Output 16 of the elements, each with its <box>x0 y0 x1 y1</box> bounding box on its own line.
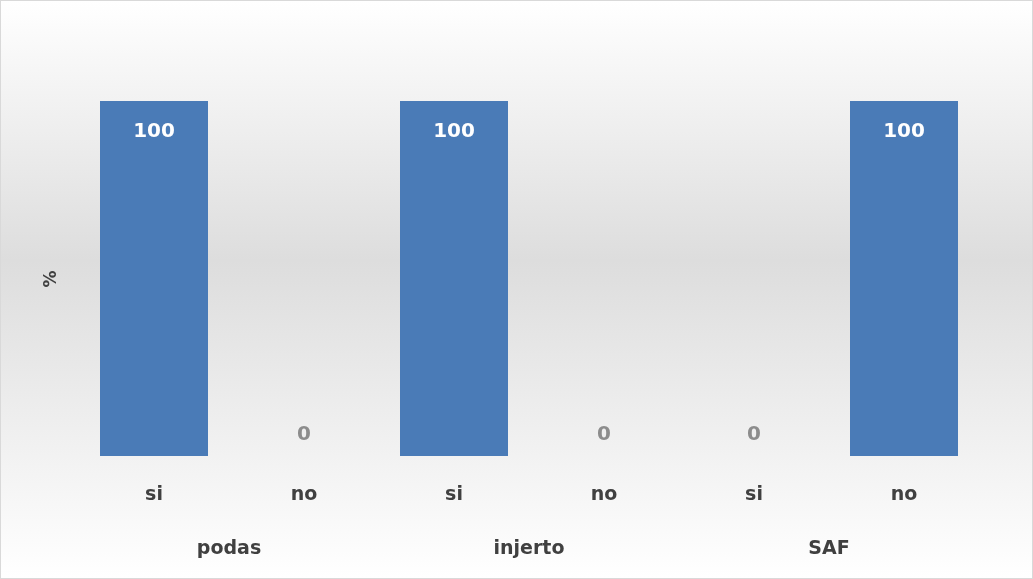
text: podas <box>196 536 262 558</box>
data-label: 0 <box>297 421 311 445</box>
x-tick-label: no <box>290 481 318 504</box>
x-tick-label: si <box>445 481 463 504</box>
x-tick-label: no <box>890 481 918 504</box>
data-label: 100 <box>133 118 175 142</box>
data-label: 0 <box>747 421 761 445</box>
x-tick-label: si <box>145 481 163 504</box>
x-tick-label: si <box>745 481 763 504</box>
y-axis-title: % <box>39 270 60 288</box>
text: injerto <box>493 536 565 558</box>
x-tick-label: no <box>590 481 618 504</box>
data-label: 0 <box>597 421 611 445</box>
data-label: 100 <box>433 118 475 142</box>
text: SAF <box>808 536 850 558</box>
data-label: 100 <box>883 118 925 142</box>
